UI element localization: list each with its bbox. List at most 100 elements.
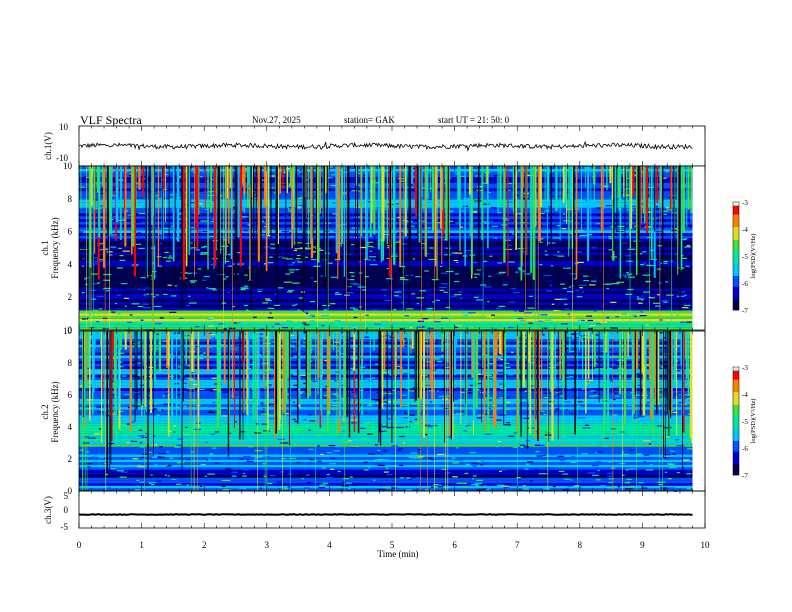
spec1-speckle — [299, 297, 304, 299]
spec1-speckle — [625, 293, 633, 295]
spec2-speckle — [670, 450, 676, 452]
spec1-speckle — [283, 171, 286, 173]
spec1-speckle — [596, 305, 603, 308]
spec1-speckle — [314, 280, 317, 283]
spec2-speckle — [221, 479, 229, 482]
spec1-speckle — [618, 192, 625, 194]
spec2-speckle — [105, 473, 108, 476]
colorbar-cell — [733, 243, 739, 246]
spec2-speckle — [276, 481, 283, 483]
spec2-speckle — [126, 423, 132, 425]
spec1-line — [572, 166, 573, 330]
spec2-speckle — [254, 340, 260, 342]
spec1-speckle — [568, 286, 572, 288]
spec1-speckle — [85, 283, 88, 286]
spec2-speckle — [267, 374, 272, 376]
spec1-speckle — [295, 269, 300, 271]
spec1-speckle — [615, 325, 621, 327]
spec2-speckle — [436, 462, 442, 464]
spec2-speckle — [194, 388, 198, 390]
spec1-speckle — [150, 247, 155, 249]
spec2-speckle — [132, 458, 139, 460]
spec1-speckle — [459, 226, 464, 228]
spec2-speckle — [495, 445, 499, 448]
spec2-burst — [604, 331, 606, 426]
spec2-speckle — [293, 374, 299, 376]
spec2-edge — [692, 331, 705, 491]
spec2-speckle — [221, 485, 225, 487]
spec2-speckle — [425, 377, 429, 380]
spec1-burst — [650, 166, 653, 259]
spec1-speckle — [579, 235, 586, 237]
spec1-speckle — [80, 195, 85, 197]
spec1-burst — [441, 166, 443, 265]
spec2-speckle — [351, 422, 357, 424]
time-tick-label: 2 — [202, 540, 207, 550]
spec1-speckle — [138, 212, 146, 215]
spec1-speckle — [578, 284, 587, 286]
spec1-burst — [265, 166, 268, 272]
colorbar-cell — [733, 433, 739, 436]
spec1-burst — [521, 166, 524, 188]
colorbar-cell — [733, 367, 739, 370]
colorbar-cell — [733, 444, 739, 447]
spec1-band-row — [79, 321, 693, 325]
colorbar-cell — [733, 403, 739, 406]
spec2-speckle — [330, 457, 336, 460]
spec2-speckle — [246, 457, 252, 459]
spec1-speckle — [284, 296, 291, 298]
spec1-burst — [207, 166, 209, 270]
spec2-speckle — [261, 411, 265, 413]
spec1-speckle — [246, 310, 250, 312]
spec2-gap — [414, 331, 416, 402]
spec2-gap — [669, 331, 671, 411]
spec2-burst — [487, 331, 490, 434]
spec2-speckle — [578, 479, 583, 482]
spec2-burst — [118, 331, 120, 410]
spec2-speckle — [267, 482, 273, 485]
spec1-speckle — [576, 236, 582, 238]
colorbar-cell — [733, 232, 739, 235]
spec1-speckle — [287, 312, 290, 314]
spec1-burst — [485, 166, 488, 184]
spec1-speckle — [440, 317, 448, 319]
spec2-burst — [283, 331, 285, 413]
spec1-burst — [512, 166, 515, 213]
colorbar-cell — [733, 392, 739, 395]
spec2-speckle — [496, 331, 500, 334]
ch1-spectrogram — [79, 166, 705, 332]
spec2-speckle — [181, 456, 184, 458]
spec1-speckle — [622, 274, 631, 276]
spec2-speckle — [431, 369, 436, 371]
spec2-speckle — [364, 422, 371, 424]
spec1-speckle — [686, 321, 692, 323]
spec1-speckle — [577, 177, 583, 179]
spec2-speckle — [280, 442, 289, 444]
spec2-speckle — [589, 483, 593, 485]
spec2-speckle — [199, 357, 204, 360]
spec2-speckle — [340, 397, 344, 399]
spec1-speckle — [647, 322, 656, 324]
spec1-speckle — [395, 241, 401, 243]
spec1-speckle — [595, 207, 601, 209]
spec2-burst — [223, 331, 226, 384]
spec2-burst — [644, 331, 646, 366]
spec2-speckle — [519, 402, 527, 404]
spec2-burst — [636, 331, 639, 369]
spec2-speckle — [91, 456, 96, 458]
spec1-speckle — [103, 279, 111, 281]
spec1-speckle — [597, 315, 602, 317]
spec1-speckle — [160, 329, 166, 332]
spec2-speckle — [309, 379, 314, 381]
spec2-speckle — [476, 389, 482, 391]
spec2-speckle — [85, 408, 90, 410]
spec1-speckle — [404, 223, 410, 225]
spec1-speckle — [426, 282, 430, 285]
spec2-speckle — [399, 477, 405, 479]
spec1-speckle — [551, 213, 557, 215]
spec2-speckle — [189, 468, 195, 470]
spec2-speckle — [150, 474, 153, 476]
spec2-speckle — [297, 428, 302, 430]
spec1-speckle — [571, 298, 577, 300]
spec1-speckle — [589, 325, 596, 327]
